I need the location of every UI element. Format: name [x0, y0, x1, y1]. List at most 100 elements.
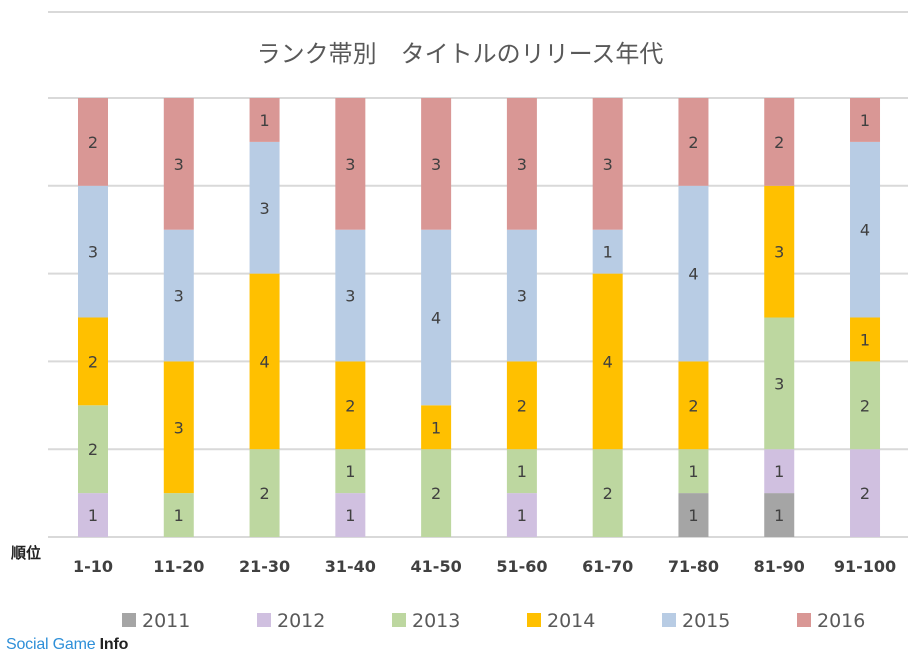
data-label: 2 [88, 352, 98, 371]
data-label: 3 [174, 155, 184, 174]
data-label: 1 [860, 111, 870, 130]
legend-swatch [392, 613, 406, 627]
data-label: 1 [774, 462, 784, 481]
bar-segment [850, 361, 881, 450]
data-label: 3 [517, 287, 527, 306]
data-label: 2 [88, 133, 98, 152]
bar-segment [678, 185, 709, 362]
data-label: 3 [345, 155, 355, 174]
data-label: 4 [259, 352, 269, 371]
legend-label: 2013 [412, 610, 460, 632]
bar-segment [249, 273, 280, 450]
data-label: 1 [345, 462, 355, 481]
bar-segment [78, 493, 108, 537]
x-tick-label: 91-100 [834, 557, 896, 576]
bar-segment [592, 273, 623, 450]
bar-segment [421, 229, 452, 406]
bar-segment [592, 229, 623, 274]
legend-label: 2014 [547, 610, 595, 632]
bar-segment [163, 361, 194, 494]
bar-segment [163, 98, 194, 230]
data-label: 2 [860, 396, 870, 415]
bar-segment [335, 449, 366, 494]
bar-segment [78, 405, 108, 494]
data-label: 1 [345, 506, 355, 525]
bar-segment [249, 141, 280, 274]
data-label: 4 [603, 352, 613, 371]
data-label: 2 [259, 484, 269, 503]
x-axis-label: 順位 [10, 544, 41, 562]
legend-label: 2015 [682, 610, 730, 632]
bar-segment [592, 449, 623, 537]
bar-segment [506, 361, 537, 450]
x-tick-label: 41-50 [411, 557, 462, 576]
watermark: Social Game Info [6, 636, 128, 654]
bar-segment [163, 493, 194, 537]
legend-swatch [122, 613, 136, 627]
data-label: 2 [860, 484, 870, 503]
data-label: 2 [688, 133, 698, 152]
bar-segment [678, 493, 709, 537]
bar-segment [335, 98, 366, 230]
x-tick-labels: 1-10 11-20 21-30 31-40 41-50 51-60 61-70 71-80 8… [73, 557, 896, 576]
watermark-part1: Social Game [6, 636, 100, 653]
bar-segment [78, 317, 108, 406]
data-label: 1 [688, 462, 698, 481]
bar-segment [850, 317, 881, 362]
bar-segment [678, 449, 709, 494]
bar-segment [506, 229, 537, 362]
bars: 1 2 2 3 2 1 3 3 3 2 4 3 1 1 1 2 3 3 2 1 4 3 1 1 2 3 3 2 4 1 3 1 1 2 4 2 1 1 3 3… [78, 98, 881, 537]
data-label: 2 [345, 396, 355, 415]
bar-segment [850, 449, 881, 537]
data-label: 1 [603, 243, 613, 262]
x-tick-label: 1-10 [73, 557, 113, 576]
x-tick-label: 81-90 [754, 557, 805, 576]
bar-segment [764, 449, 795, 494]
bar-segment [421, 405, 452, 450]
legend-swatch [797, 613, 811, 627]
bar-segment [678, 361, 709, 450]
data-label: 2 [517, 396, 527, 415]
data-label: 1 [174, 506, 184, 525]
chart-title: ランク帯別 タイトルのリリース年代 [257, 40, 664, 68]
data-label: 2 [88, 440, 98, 459]
data-label: 4 [431, 309, 441, 328]
data-label: 1 [517, 506, 527, 525]
bar-segment [78, 98, 108, 186]
data-label: 3 [774, 243, 784, 262]
bar-segment [764, 98, 795, 186]
data-label: 1 [88, 506, 98, 525]
data-label: 3 [517, 155, 527, 174]
bar-segment [850, 98, 881, 142]
legend: 2011 2012 2013 2014 2015 2016 [122, 610, 865, 632]
bar-segment [850, 141, 881, 318]
bar-segment [335, 229, 366, 362]
legend-label: 2012 [277, 610, 325, 632]
bar-segment [506, 493, 537, 537]
data-label: 3 [345, 287, 355, 306]
data-label: 3 [431, 155, 441, 174]
x-tick-label: 21-30 [239, 557, 290, 576]
bar-segment [764, 493, 795, 537]
legend-swatch [527, 613, 541, 627]
data-label: 3 [774, 374, 784, 393]
bar-segment [249, 449, 280, 537]
data-label: 1 [774, 506, 784, 525]
data-label: 3 [174, 287, 184, 306]
legend-label: 2016 [817, 610, 865, 632]
legend-label: 2011 [142, 610, 190, 632]
bar-segment [249, 98, 280, 142]
bar-segment [421, 449, 452, 537]
data-label: 1 [431, 418, 441, 437]
data-label: 2 [603, 484, 613, 503]
bar-segment [421, 98, 452, 230]
data-label: 1 [860, 330, 870, 349]
bar-segment [678, 98, 709, 186]
legend-swatch [257, 613, 271, 627]
bar-segment [506, 449, 537, 494]
legend-swatch [662, 613, 676, 627]
bar-segment [78, 185, 108, 318]
data-label: 3 [259, 199, 269, 218]
data-label: 3 [88, 243, 98, 262]
data-label: 2 [431, 484, 441, 503]
